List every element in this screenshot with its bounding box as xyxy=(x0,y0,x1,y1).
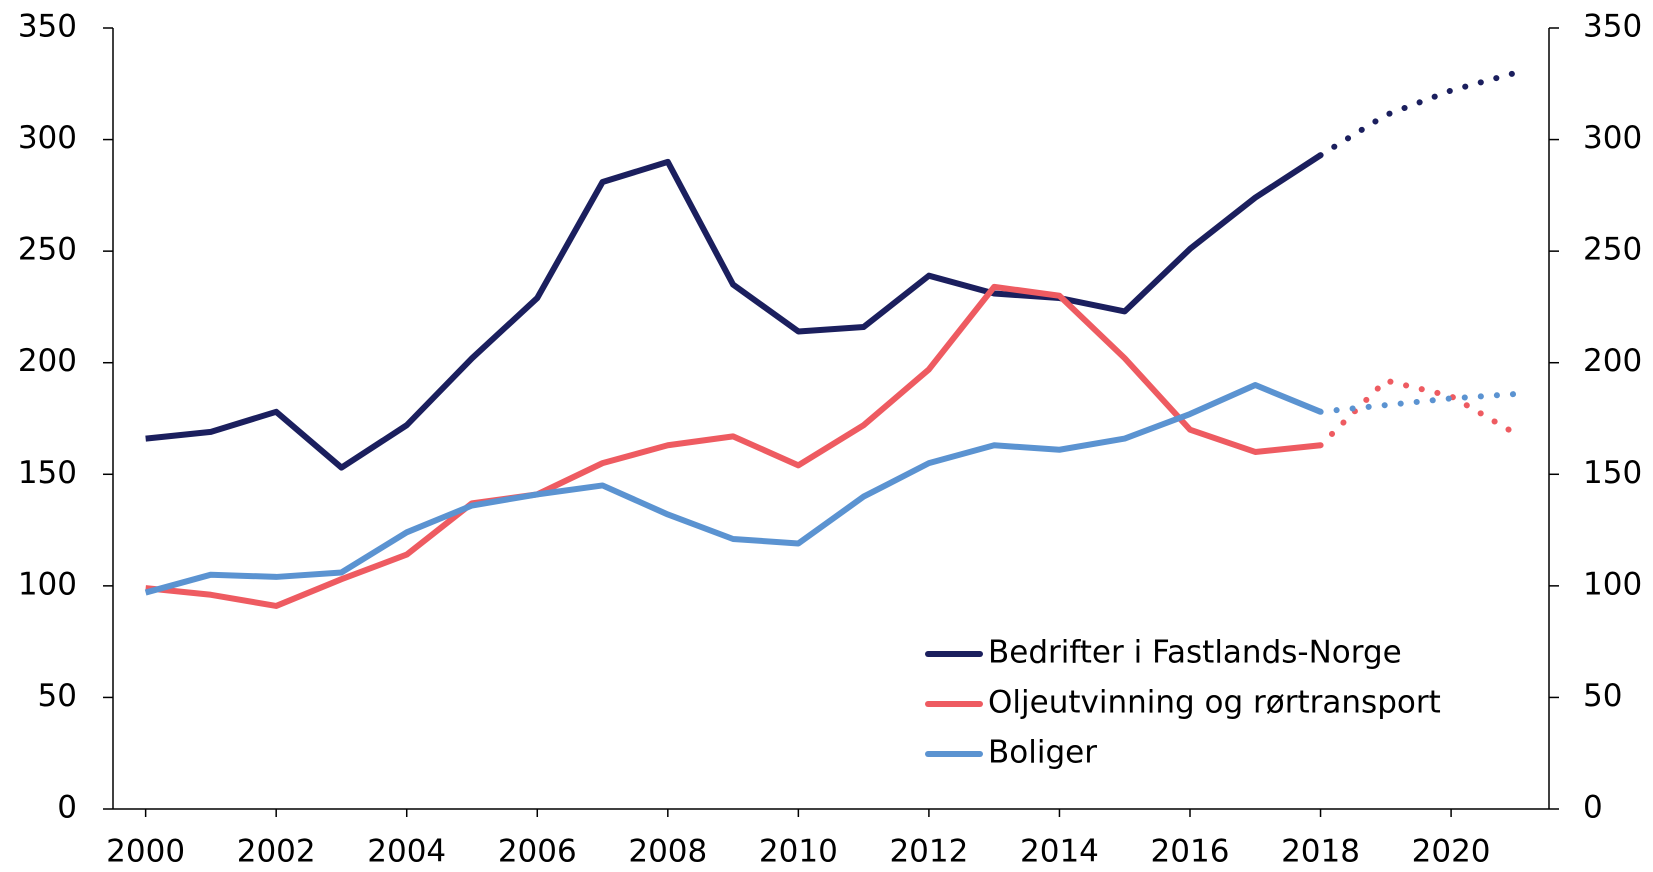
y-tick-label: 0 xyxy=(57,790,77,826)
x-tick-label: 2002 xyxy=(237,834,316,870)
x-tick-label: 2008 xyxy=(628,834,707,870)
series-line xyxy=(144,382,1322,596)
x-tick-label: 2016 xyxy=(1151,834,1230,870)
y-tick-label: 300 xyxy=(18,120,77,156)
forecast-line xyxy=(1317,377,1520,449)
x-tick-label: 2020 xyxy=(1412,834,1491,870)
x-tick-label: 2014 xyxy=(1020,834,1099,870)
x-tick-label: 2012 xyxy=(889,834,968,870)
y-tick-label: 250 xyxy=(18,232,77,268)
y-tick-label: 50 xyxy=(38,678,77,714)
x-tick-label: 2018 xyxy=(1281,834,1360,870)
series-line xyxy=(145,152,1323,471)
y2-tick-label: 0 xyxy=(1583,790,1603,826)
y2-tick-label: 100 xyxy=(1583,566,1642,602)
y-tick-label: 100 xyxy=(18,566,77,602)
x-tick-label: 2010 xyxy=(759,834,838,870)
x-tick-label: 2004 xyxy=(367,834,446,870)
y2-tick-label: 350 xyxy=(1583,9,1642,45)
y2-tick-label: 200 xyxy=(1583,343,1642,379)
legend-label: Oljeutvinning og rørtransport xyxy=(988,685,1441,721)
y-tick-label: 150 xyxy=(18,455,77,491)
legend-label: Bedrifter i Fastlands-Norge xyxy=(988,635,1402,671)
forecast-line xyxy=(1317,69,1520,159)
x-tick-label: 2006 xyxy=(498,834,577,870)
y2-tick-label: 300 xyxy=(1583,120,1642,156)
y2-tick-label: 50 xyxy=(1583,678,1622,714)
forecast-line xyxy=(1317,390,1520,415)
legend-label: Boliger xyxy=(988,735,1097,771)
y-tick-label: 350 xyxy=(18,9,77,45)
series-line xyxy=(145,283,1321,609)
y2-tick-label: 250 xyxy=(1583,232,1642,268)
x-tick-label: 2000 xyxy=(106,834,185,870)
y2-tick-label: 150 xyxy=(1583,455,1642,491)
y-tick-label: 200 xyxy=(18,343,77,379)
